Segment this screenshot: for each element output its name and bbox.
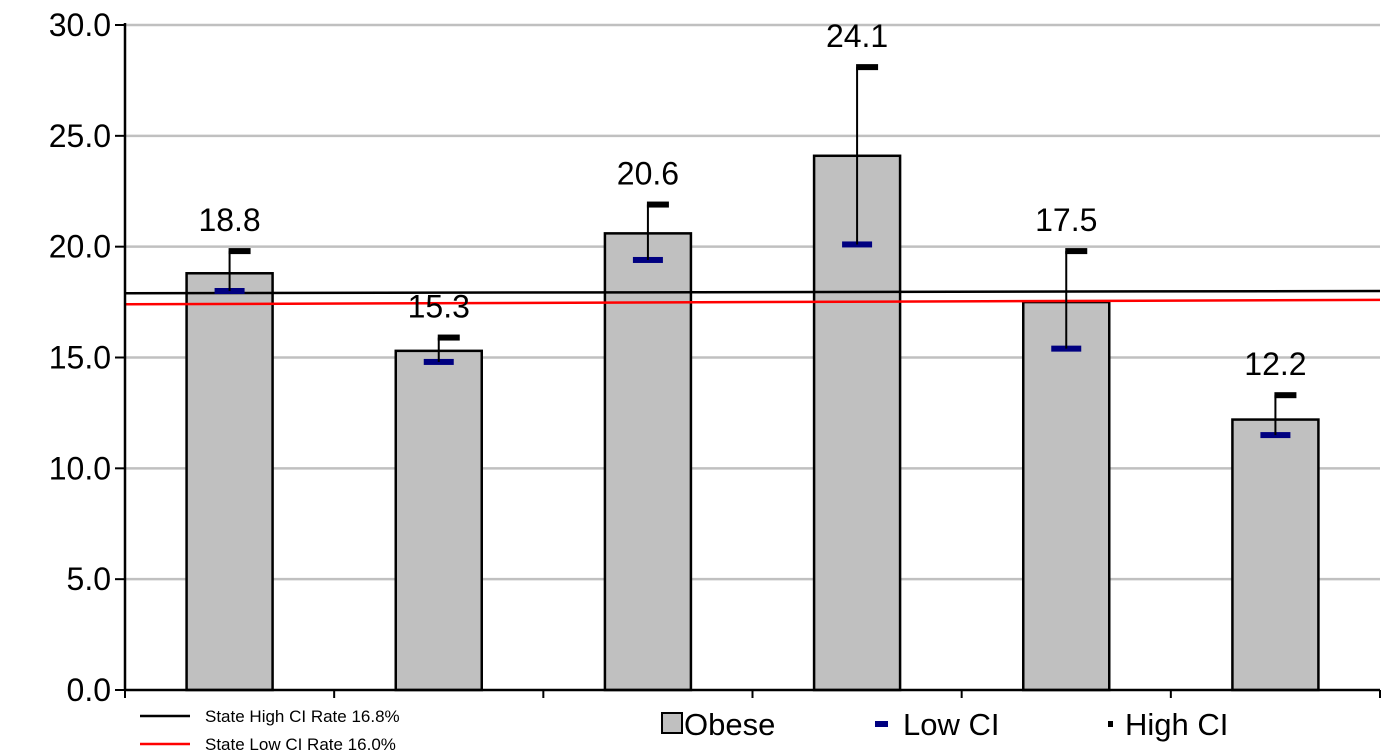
reference-lines [124,289,1381,306]
data-labels: 18.8 15.3 20.6 24.1 17.5 12.2 [198,18,1306,382]
legend-series: Obese Low CI High CI [661,707,1228,742]
axes: 0.0 5.0 10.0 15.0 20.0 25.0 30.0 [49,7,1381,708]
legend-low-ci-label: Low CI [903,707,999,742]
y-tick-label: 5.0 [67,561,111,597]
data-label: 17.5 [1035,202,1097,238]
reference-line [124,289,1381,295]
data-label: 20.6 [617,156,679,192]
error-bars [214,64,1297,439]
legend-low-ci-swatch [875,721,888,727]
y-tick-label: 15.0 [49,340,111,376]
reference-line [124,298,1381,306]
data-label: 24.1 [826,18,888,54]
y-tick-label: 25.0 [49,118,111,154]
high-ci-marker [646,201,669,208]
y-tick-label: 10.0 [49,450,111,486]
data-label: 12.2 [1244,346,1306,382]
legend-reference-lines: State High CI Rate 16.8% State Low CI Ra… [140,707,400,754]
high-ci-marker [856,64,879,71]
bar [1231,418,1320,692]
bar [394,349,483,692]
bar [185,272,274,692]
bar [1022,300,1111,692]
high-ci-marker [1274,392,1297,399]
y-tick-label: 30.0 [49,7,111,43]
legend-low-ci-line-label: State Low CI Rate 16.0% [205,735,396,754]
high-ci-marker [228,248,251,255]
legend-high-ci-swatch [1108,721,1113,727]
bars [185,154,1320,692]
data-label: 15.3 [408,289,470,325]
legend-high-ci-line-label: State High CI Rate 16.8% [205,707,400,726]
y-tick-label: 0.0 [67,672,111,708]
data-label: 18.8 [198,202,260,238]
legend-obese-swatch [661,712,683,734]
high-ci-marker [1065,248,1088,255]
legend-high-ci-label: High CI [1125,707,1228,742]
gridlines [125,23,1380,581]
legend-obese-label: Obese [684,707,775,742]
high-ci-marker [437,334,460,341]
y-tick-label: 20.0 [49,229,111,265]
